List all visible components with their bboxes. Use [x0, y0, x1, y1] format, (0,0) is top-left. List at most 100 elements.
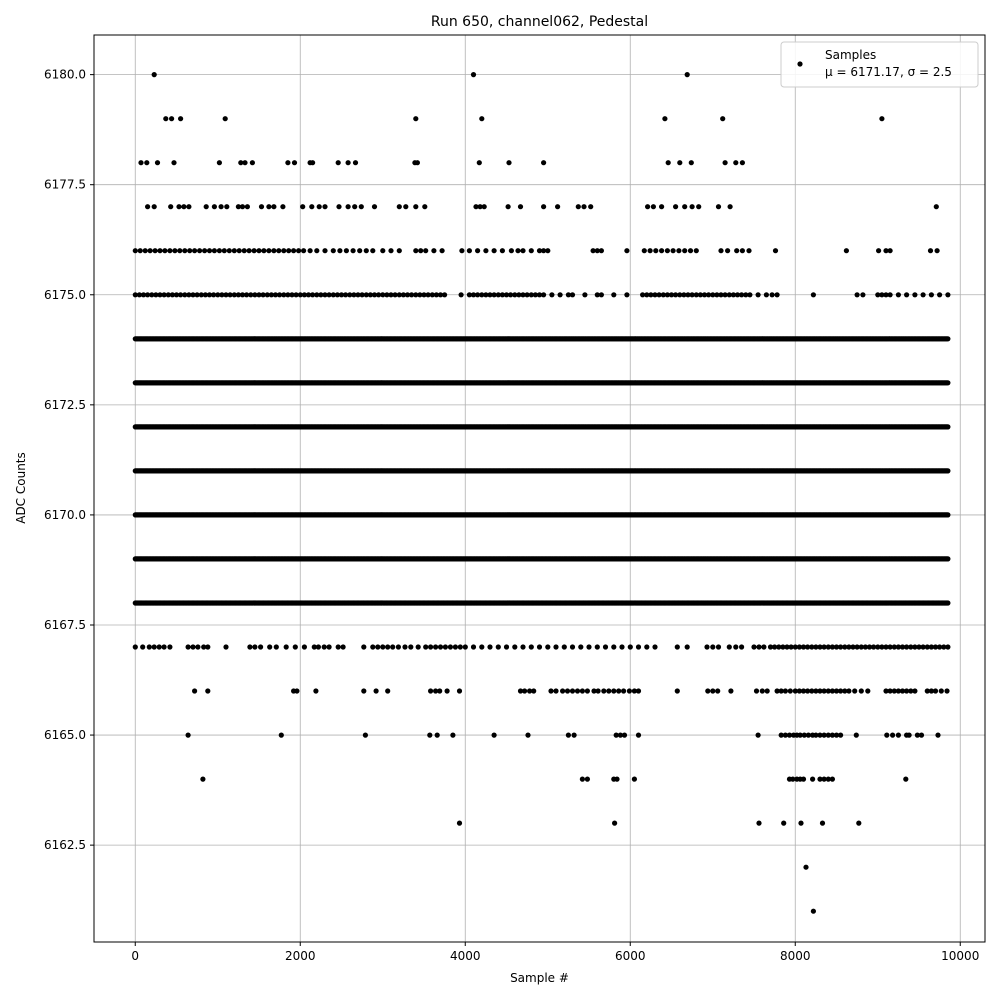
sample-point [594, 248, 600, 254]
sample-point [181, 204, 187, 210]
sample-point [689, 292, 695, 298]
sample-point [784, 644, 790, 650]
sample-point [674, 644, 680, 650]
sample-point [792, 688, 798, 694]
sample-point [726, 644, 732, 650]
sample-point [906, 732, 912, 738]
sample-point [392, 292, 398, 298]
sample-point [487, 292, 493, 298]
sample-point [315, 644, 321, 650]
sample-point [223, 644, 229, 650]
sample-point [887, 292, 893, 298]
sample-point [437, 292, 444, 298]
sample-point [479, 292, 485, 298]
sample-point [479, 644, 485, 650]
sample-point [268, 292, 274, 298]
sample-point [665, 160, 671, 166]
sample-point [495, 292, 501, 298]
sample-point [598, 292, 605, 298]
sample-point [525, 732, 531, 738]
sample-point [838, 688, 844, 694]
sample-point [817, 644, 823, 650]
sample-point [739, 248, 746, 254]
sample-point [168, 204, 174, 210]
sample-point [322, 292, 328, 298]
sample-point [388, 248, 394, 254]
sample-point [216, 248, 222, 254]
sample-point [912, 688, 918, 694]
sample-point [527, 688, 533, 694]
sample-point [402, 644, 408, 650]
sample-point [753, 688, 760, 694]
sample-point [310, 160, 316, 166]
sample-point [361, 688, 367, 694]
sample-point [569, 292, 576, 298]
sample-point [169, 292, 175, 298]
sample-point [883, 644, 889, 650]
sample-point [215, 292, 221, 298]
sample-point [375, 644, 381, 650]
sample-point [838, 732, 844, 738]
sample-point [817, 776, 823, 782]
sample-point [345, 204, 351, 210]
sample-point [734, 292, 741, 298]
sample-point [286, 248, 292, 254]
sample-point [423, 248, 429, 254]
sample-point [790, 776, 796, 782]
sample-point [718, 248, 724, 254]
sample-point [904, 644, 910, 650]
sample-point [132, 644, 138, 650]
sample-point [624, 292, 630, 298]
sample-point [891, 644, 897, 650]
sample-point [218, 204, 224, 210]
sample-point [541, 248, 547, 254]
sample-point [776, 644, 782, 650]
sample-point [409, 292, 415, 298]
sample-point [769, 292, 775, 298]
sample-point [506, 160, 512, 166]
sample-point [358, 204, 364, 210]
sample-point [676, 248, 682, 254]
sample-point [928, 644, 935, 650]
sample-point [336, 204, 342, 210]
sample-point [417, 292, 423, 298]
sample-point [483, 248, 489, 254]
sample-point [578, 644, 584, 650]
sample-point [361, 644, 367, 650]
sample-point [231, 248, 237, 254]
sample-point [780, 644, 786, 650]
sample-point [481, 204, 487, 210]
sample-point [153, 292, 159, 298]
sample-point [641, 248, 647, 254]
sample-point [727, 204, 733, 210]
sample-point [222, 116, 228, 122]
sample-point [427, 732, 433, 738]
sample-point [380, 248, 386, 254]
sample-point [371, 204, 378, 210]
sample-point [945, 644, 951, 650]
sample-point [725, 248, 731, 254]
sample-point [792, 644, 798, 650]
sample-point [190, 644, 196, 650]
sample-point [252, 292, 258, 298]
sample-point [314, 248, 320, 254]
sample-point [466, 292, 472, 298]
sample-point [581, 204, 587, 210]
sample-point [631, 776, 638, 782]
sample-point [528, 644, 534, 650]
sample-point [772, 644, 778, 650]
sample-point [211, 248, 217, 254]
sample-point [829, 688, 836, 694]
sample-point [301, 292, 307, 298]
sample-point [508, 292, 514, 298]
sample-point [403, 204, 409, 210]
sample-point [733, 160, 739, 166]
sample-point [908, 688, 914, 694]
sample-point [659, 204, 665, 210]
sample-point [477, 204, 483, 210]
sample-point [594, 644, 600, 650]
sample-point [373, 688, 379, 694]
sample-point [887, 688, 893, 694]
sample-point [380, 644, 386, 650]
sample-point [297, 292, 303, 298]
